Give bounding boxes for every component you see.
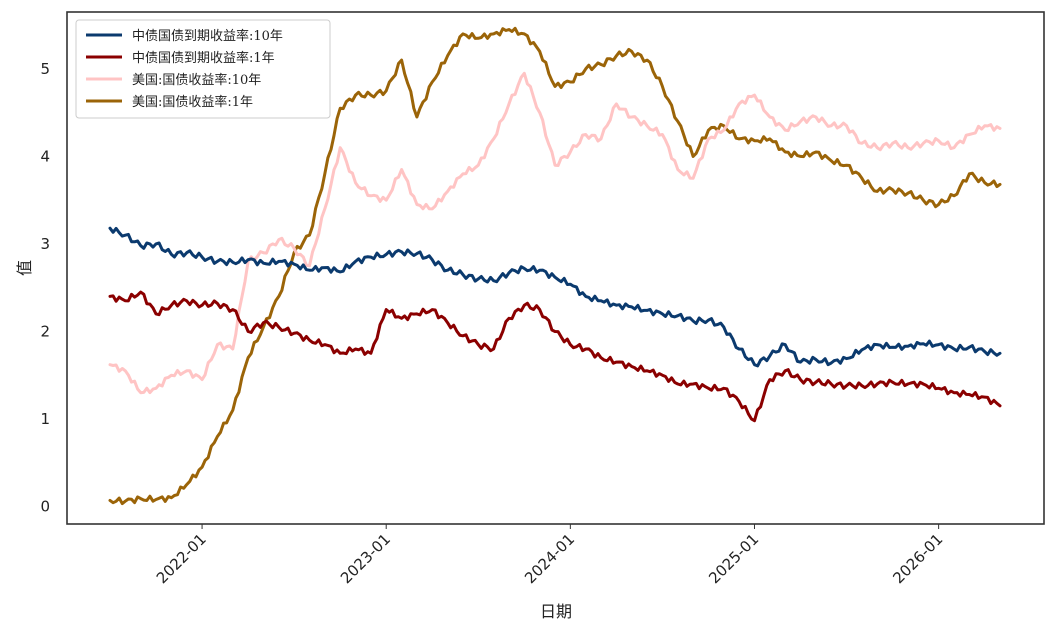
y-tick-label: 0 — [40, 497, 50, 515]
y-tick-label: 2 — [40, 322, 50, 340]
x-axis-label: 日期 — [540, 602, 572, 621]
legend-box — [75, 19, 331, 119]
y-axis-ticks: 0 1 2 3 4 5 — [40, 60, 50, 516]
series-line-3 — [108, 71, 1002, 395]
legend-label-3: 美国:国债收益率:10年 — [132, 72, 261, 88]
y-tick-label: 5 — [40, 60, 50, 78]
y-tick-label: 1 — [40, 410, 50, 428]
y-tick-label: 3 — [40, 235, 50, 253]
legend: 中债国债到期收益率:10年中债国债到期收益率:1年美国:国债收益率:10年美国:… — [75, 19, 331, 119]
legend-label-4: 美国:国债收益率:1年 — [132, 94, 253, 110]
legend-label-1: 中债国债到期收益率:10年 — [132, 28, 283, 44]
plot-frame — [66, 11, 1045, 525]
series-line-1 — [108, 226, 1002, 368]
legend-label-2: 中债国债到期收益率:1年 — [132, 50, 275, 66]
y-axis-label: 值 — [15, 260, 34, 276]
series-layer — [108, 26, 1002, 506]
series-line-4 — [108, 26, 1002, 506]
series-line-2 — [108, 290, 1002, 423]
y-tick-label: 4 — [40, 147, 50, 165]
